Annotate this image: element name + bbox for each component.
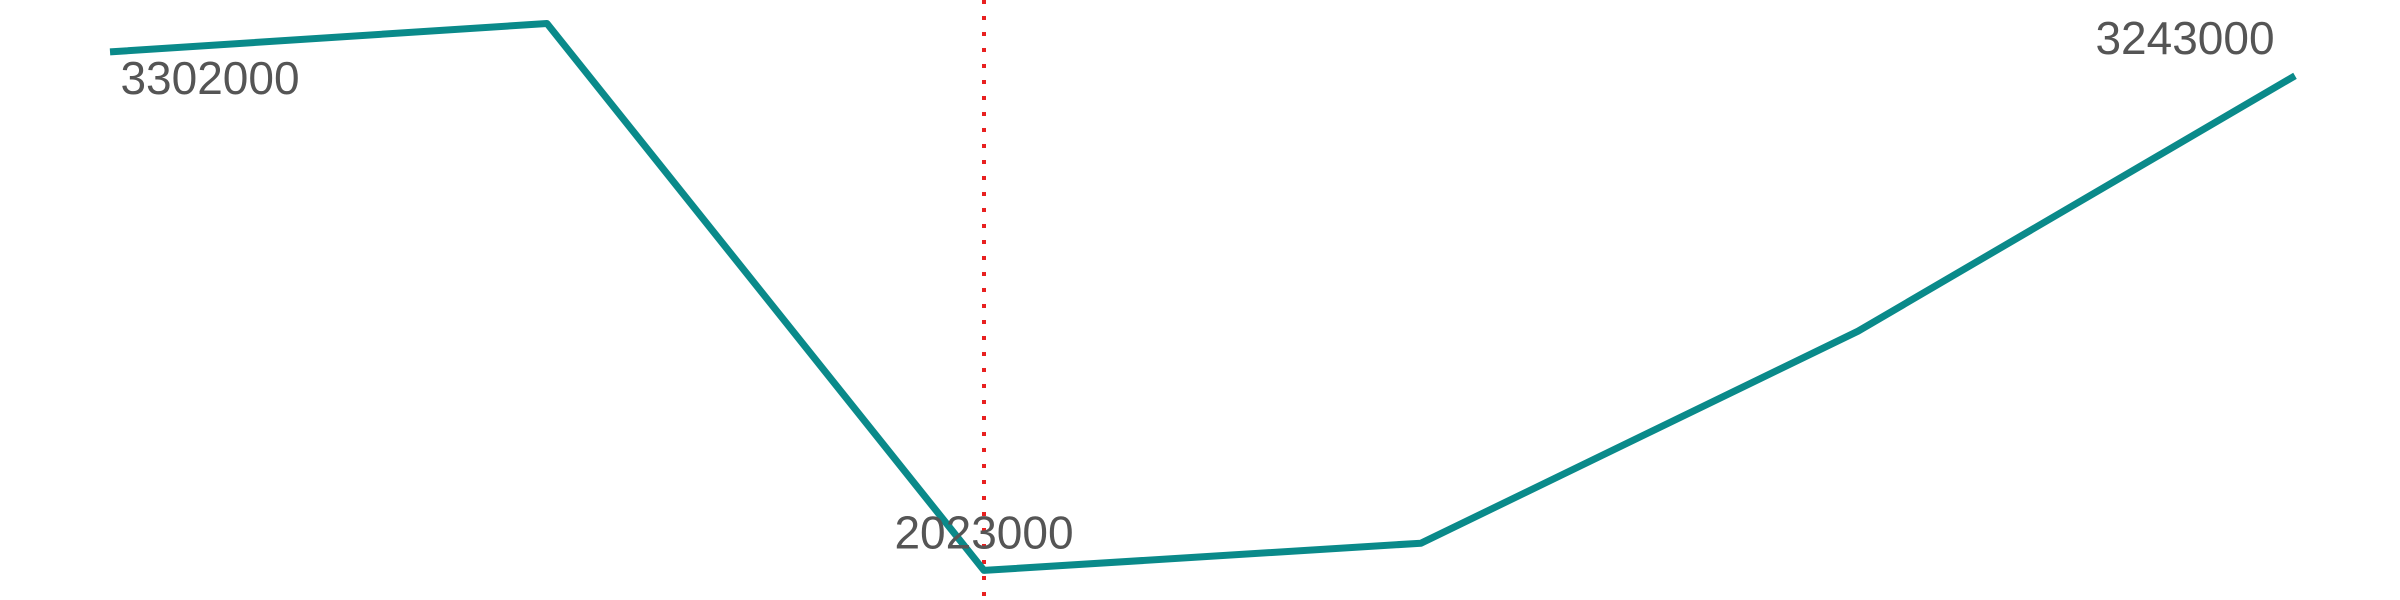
- data-label-0: 3302000: [120, 52, 299, 104]
- data-label-2: 2023000: [894, 507, 1073, 559]
- data-label-5: 3243000: [2095, 12, 2274, 64]
- series-line-0: [109, 20, 2297, 574]
